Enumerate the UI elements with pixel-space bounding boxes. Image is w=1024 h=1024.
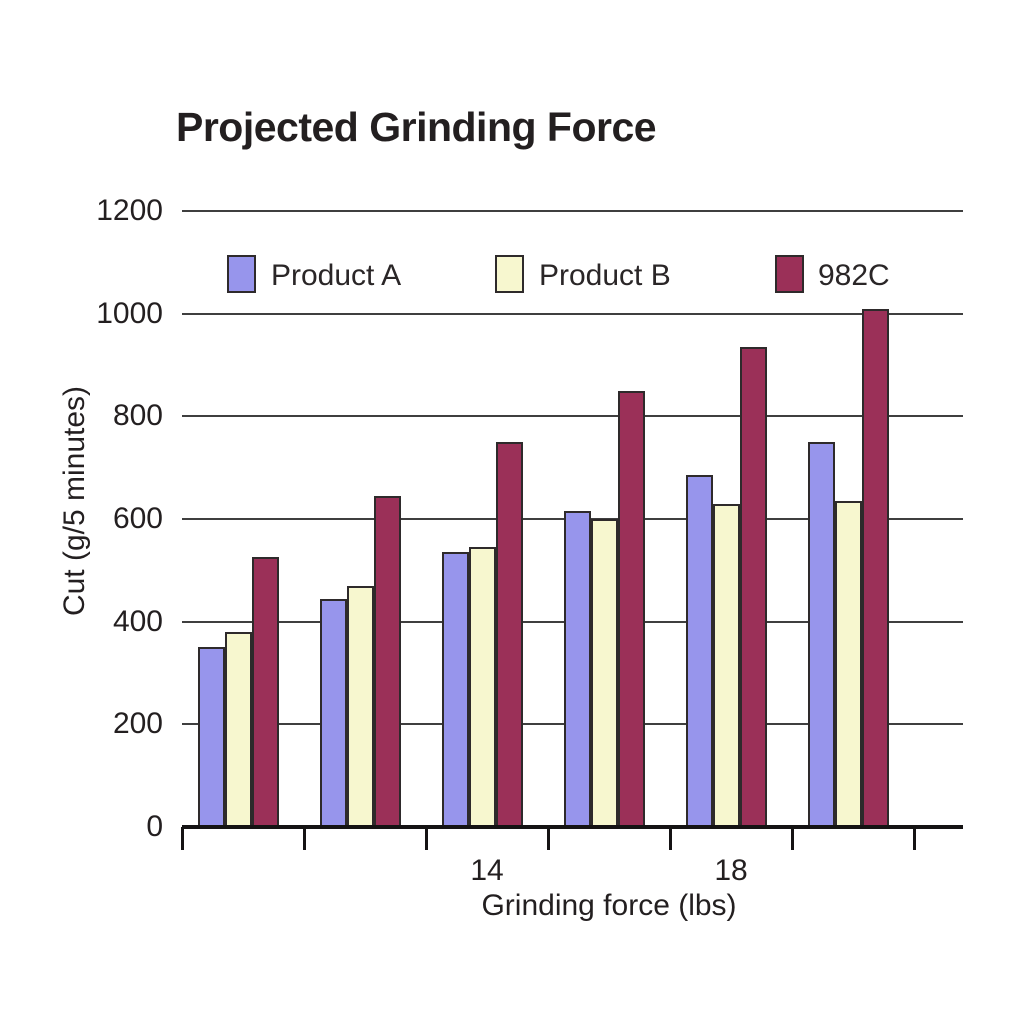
bar-982c-group-1 [252,557,279,827]
bar-product-a-group-5 [686,475,713,827]
plot-area [181,210,963,850]
bar-product-a-group-4 [564,511,591,827]
bar-product-b-group-1 [225,632,252,827]
bar-982c-group-3 [496,442,523,827]
legend-swatch-982c [775,255,804,293]
gridline-800 [182,415,963,418]
bar-product-b-group-5 [713,504,740,827]
x-axis-tick-3 [547,827,550,850]
y-tick-label-200: 200 [112,707,163,741]
bar-982c-group-4 [618,391,645,827]
bar-product-b-group-6 [835,501,862,827]
x-axis-line [182,825,963,829]
x-axis-title: Grinding force (lbs) [481,889,737,922]
x-tick-label-18: 18 [714,854,748,887]
bar-product-b-group-4 [591,519,618,827]
bar-product-b-group-3 [469,547,496,827]
x-axis-tick-4 [669,827,672,850]
legend-swatch-product-a [227,255,256,293]
bar-product-b-group-2 [347,586,374,827]
x-axis-tick-5 [791,827,794,850]
bar-product-a-group-6 [808,442,835,827]
bar-982c-group-5 [740,347,767,827]
bar-982c-group-6 [862,309,889,827]
legend-label-product-a: Product A [271,259,402,292]
legend-label-product-b: Product B [539,259,671,292]
chart-title: Projected Grinding Force [176,104,657,150]
bar-product-a-group-2 [320,599,347,827]
x-axis-tick-2 [425,827,428,850]
x-axis-tick-1 [303,827,306,850]
y-tick-label-400: 400 [112,604,163,638]
y-tick-label-600: 600 [112,502,163,535]
legend-swatch-product-b [495,255,524,293]
legend-label-982c: 982C [818,259,890,292]
y-tick-label-800: 800 [112,399,163,433]
x-axis-tick-0 [181,827,184,850]
y-tick-label-1200: 1200 [96,194,163,227]
y-tick-label-0: 0 [146,810,163,843]
bar-product-a-group-1 [198,647,225,827]
gridline-1000 [182,312,963,315]
x-axis-tick-6 [913,827,916,850]
y-axis-title: Cut (g/5 minutes) [58,385,91,617]
bar-product-a-group-3 [442,552,469,827]
y-tick-label-1000: 1000 [96,296,163,330]
x-tick-label-14: 14 [470,854,504,887]
gridline-1200 [182,210,963,212]
bar-982c-group-2 [374,496,401,827]
